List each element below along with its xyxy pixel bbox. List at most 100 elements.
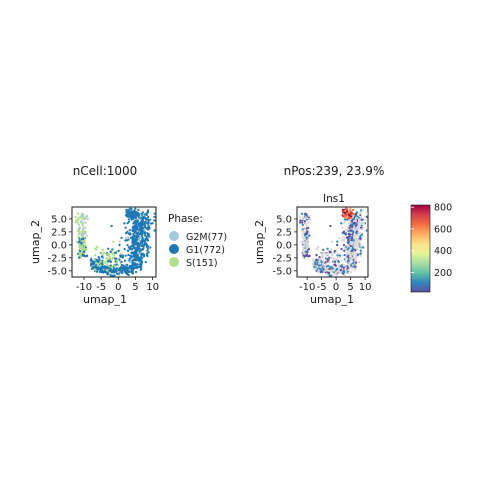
data-point (139, 265, 143, 269)
data-point (301, 223, 304, 226)
data-point (126, 222, 129, 225)
data-point (143, 234, 147, 237)
data-point (130, 208, 133, 211)
data-point (98, 270, 102, 274)
data-point (124, 239, 127, 242)
data-point (130, 248, 134, 251)
data-point (133, 237, 136, 240)
data-point (342, 230, 346, 233)
data-point (305, 246, 308, 250)
data-point (118, 240, 121, 243)
panel-phase: nCell:1000 -10 -5 0 5 10 5.0 2.5 0.0 -2.5 -5.0 um… (29, 164, 227, 306)
data-point (350, 225, 354, 229)
data-point (350, 211, 353, 214)
data-point (137, 212, 140, 216)
data-point (116, 264, 120, 267)
data-point (97, 260, 100, 264)
data-point (120, 263, 123, 267)
data-point (325, 269, 328, 272)
data-point (130, 255, 134, 258)
data-point (335, 268, 339, 271)
data-point (341, 237, 344, 240)
data-point (344, 209, 347, 212)
data-point (311, 259, 315, 262)
data-point (131, 235, 135, 239)
data-point (128, 247, 131, 250)
data-point (303, 241, 307, 245)
data-point (97, 255, 100, 259)
x-tick-label: -10 (76, 282, 92, 293)
data-point (140, 224, 144, 227)
data-point (353, 226, 356, 229)
data-point (110, 224, 113, 228)
data-point (113, 274, 116, 277)
data-point (360, 247, 363, 250)
data-point (354, 212, 357, 215)
data-point (355, 226, 359, 230)
data-point (351, 247, 355, 250)
data-point (340, 247, 343, 251)
data-point (320, 252, 323, 255)
data-point (352, 239, 355, 242)
data-point (115, 257, 118, 260)
data-point (302, 256, 305, 259)
data-point (357, 226, 361, 229)
data-point (146, 249, 149, 252)
data-point (349, 262, 352, 265)
data-point (330, 240, 334, 243)
data-point (136, 242, 140, 245)
data-point (318, 260, 321, 264)
data-point (117, 249, 120, 252)
data-point (136, 237, 139, 240)
data-point (304, 216, 307, 220)
data-point (314, 262, 317, 266)
data-point (345, 232, 348, 235)
data-point (81, 248, 84, 251)
data-point (328, 250, 331, 254)
data-point (334, 264, 337, 267)
data-point (338, 271, 341, 275)
data-point (139, 258, 142, 262)
data-point (131, 238, 134, 242)
data-point (131, 272, 135, 275)
data-point (139, 249, 143, 252)
data-point (144, 226, 147, 229)
data-point (331, 274, 335, 277)
data-point (303, 220, 306, 223)
data-point (335, 258, 339, 261)
data-point (316, 258, 319, 261)
colorbar-tick-label: 600 (434, 224, 452, 235)
data-point (365, 229, 368, 232)
data-point (74, 215, 77, 219)
data-point (146, 239, 150, 242)
data-point (128, 261, 132, 264)
data-point (343, 249, 346, 252)
data-point (116, 260, 119, 263)
data-point (341, 226, 344, 229)
data-point (349, 255, 352, 258)
data-point (124, 226, 127, 229)
data-point (350, 249, 353, 253)
data-point (137, 252, 140, 255)
data-point (101, 266, 104, 270)
data-point (102, 260, 105, 263)
data-point (94, 247, 97, 250)
data-point (153, 229, 156, 232)
data-point (313, 265, 316, 269)
data-point (76, 212, 80, 215)
data-point (343, 273, 346, 277)
data-point (349, 207, 352, 210)
data-point (84, 244, 87, 247)
data-point (111, 274, 114, 277)
data-point (80, 220, 83, 223)
data-point (133, 266, 137, 269)
data-point (359, 222, 362, 225)
data-point (300, 212, 304, 215)
data-point (298, 221, 302, 224)
data-point (140, 261, 144, 264)
data-point (321, 262, 324, 266)
data-point (135, 231, 138, 234)
data-point (116, 272, 119, 276)
data-point (315, 253, 318, 257)
data-point (78, 231, 81, 234)
